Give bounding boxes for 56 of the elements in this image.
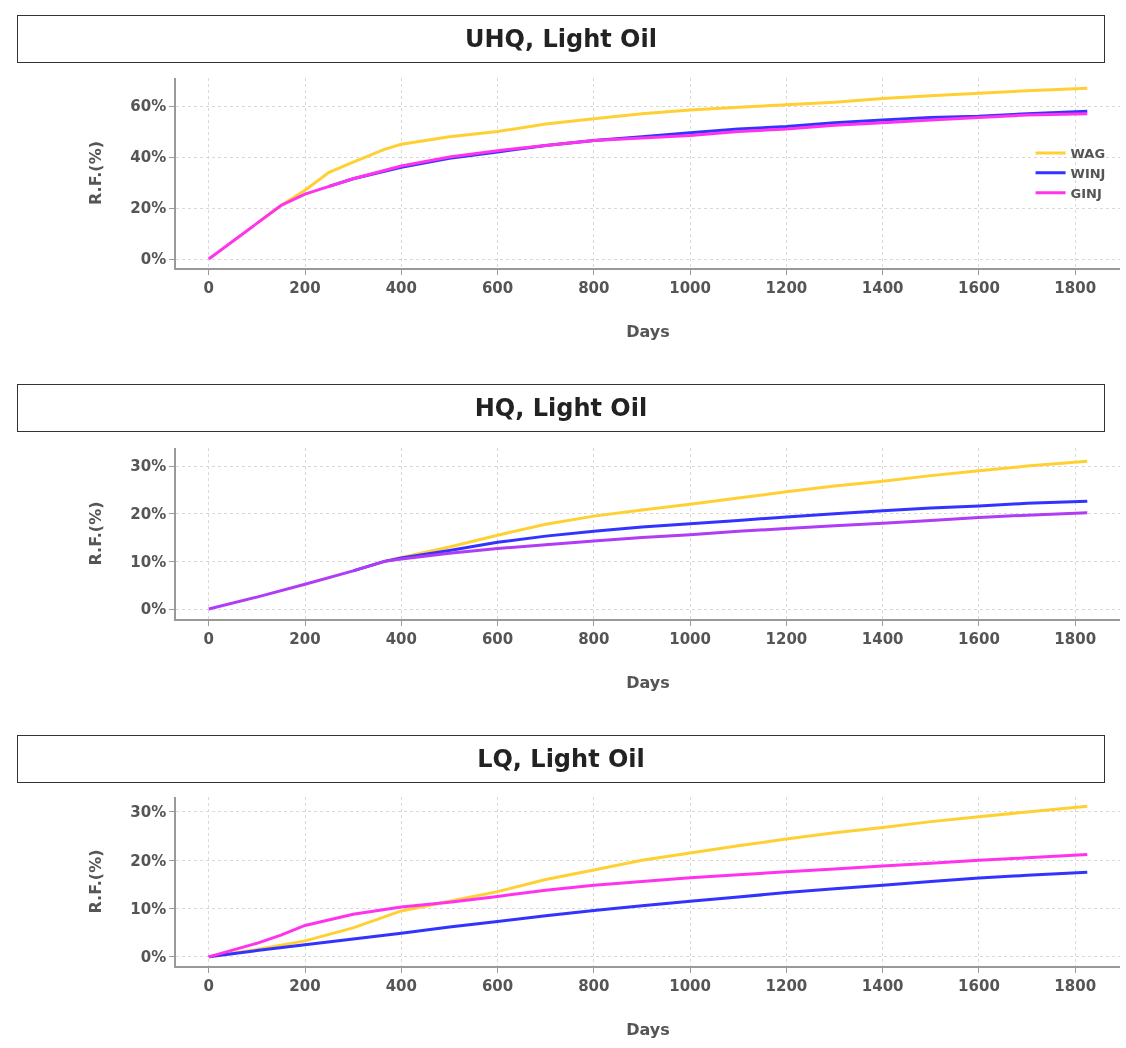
x-axis-title: Days: [626, 321, 670, 341]
x-tick-label: 0: [203, 629, 214, 648]
y-tick-label: 60%: [130, 97, 167, 116]
x-axis-title: Days: [626, 1019, 670, 1039]
x-tick-label: 1200: [765, 976, 808, 995]
x-tick-label: 200: [289, 629, 321, 648]
chart-title: LQ, Light Oil: [477, 745, 645, 773]
x-tick-label: 200: [289, 976, 321, 995]
y-axis-title: R.F.(%): [85, 501, 105, 566]
x-tick-label: 400: [385, 278, 417, 297]
x-tick-label: 1600: [958, 976, 1000, 995]
x-tick-label: 400: [385, 976, 417, 995]
x-tick-label: 1000: [669, 629, 711, 648]
legend-label: GINJ: [1070, 185, 1102, 201]
legend-label: WAG: [1070, 146, 1106, 162]
line-series: [207, 852, 1089, 959]
x-tick-label: 1800: [1054, 976, 1097, 995]
y-tick-label: 40%: [130, 148, 167, 167]
y-tick-label: 30%: [130, 457, 167, 476]
y-tick-label: 20%: [130, 851, 167, 870]
x-tick-label: 200: [289, 278, 321, 297]
y-tick-label: 10%: [130, 899, 167, 918]
x-tick-label: 1000: [669, 976, 711, 995]
x-tick-label: 1400: [861, 629, 904, 648]
x-tick-label: 1000: [669, 278, 711, 297]
y-tick-label: 0%: [140, 250, 167, 269]
line-series: [207, 511, 1089, 611]
x-tick-label: 1600: [958, 629, 1000, 648]
y-tick-label: 0%: [140, 600, 167, 619]
x-tick-label: 600: [481, 278, 514, 297]
x-tick-label: 1200: [765, 278, 808, 297]
x-tick-label: 1400: [861, 976, 904, 995]
x-tick-label: 1800: [1054, 278, 1097, 297]
x-tick-label: 600: [481, 976, 514, 995]
legend-label: WINJ: [1070, 165, 1106, 181]
x-tick-label: 1600: [958, 278, 1000, 297]
y-tick-label: 0%: [140, 948, 167, 967]
y-tick-label: 20%: [130, 199, 167, 218]
chart-title: UHQ, Light Oil: [465, 25, 657, 53]
x-tick-label: 800: [578, 278, 610, 297]
y-tick-label: 10%: [130, 552, 167, 571]
x-tick-label: 600: [481, 629, 514, 648]
y-tick-label: 20%: [130, 504, 167, 523]
x-tick-label: 1800: [1054, 629, 1097, 648]
y-axis-title: R.F.(%): [85, 140, 105, 206]
x-tick-label: 800: [578, 976, 610, 995]
y-axis-title: R.F.(%): [85, 849, 105, 914]
chart-title: HQ, Light Oil: [474, 394, 648, 422]
x-tick-label: 0: [203, 278, 214, 297]
x-axis-title: Days: [626, 672, 670, 692]
y-tick-label: 30%: [130, 803, 167, 822]
x-tick-label: 1200: [765, 629, 808, 648]
x-tick-label: 800: [578, 629, 610, 648]
x-tick-label: 0: [203, 976, 214, 995]
x-tick-label: 400: [385, 629, 417, 648]
x-tick-label: 1400: [861, 278, 904, 297]
